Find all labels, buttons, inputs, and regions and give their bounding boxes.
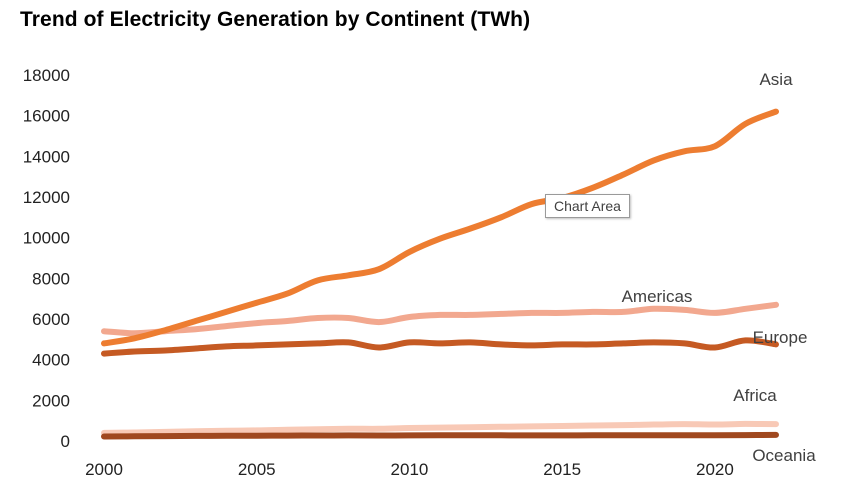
series-line-europe [101, 337, 779, 357]
series-label-oceania: Oceania [752, 446, 816, 465]
y-tick-label: 10000 [23, 229, 70, 248]
y-axis-ticks: 0 2000 4000 6000 8000 10000 12000 14000 16000 180… [23, 66, 70, 451]
series-label-asia: Asia [759, 70, 793, 89]
y-tick-label: 2000 [32, 391, 70, 410]
series-line-americas [101, 301, 779, 337]
y-tick-label: 16000 [23, 107, 70, 126]
y-tick-label: 18000 [23, 66, 70, 85]
chart-title: Trend of Electricity Generation by Conti… [20, 8, 531, 31]
x-axis-ticks: 2000 2005 2010 2015 2020 [85, 460, 734, 479]
y-tick-label: 8000 [32, 269, 70, 288]
series-label-europe: Europe [753, 328, 808, 347]
series-line-asia [101, 108, 779, 347]
x-tick-label: 2000 [85, 460, 123, 479]
series-label-americas: Americas [622, 287, 693, 306]
x-tick-label: 2010 [391, 460, 429, 479]
x-tick-label: 2015 [543, 460, 581, 479]
y-tick-label: 14000 [23, 147, 70, 166]
x-tick-label: 2020 [696, 460, 734, 479]
y-tick-label: 4000 [32, 351, 70, 370]
y-tick-label: 6000 [32, 310, 70, 329]
y-tick-label: 0 [61, 432, 70, 451]
y-tick-label: 12000 [23, 188, 70, 207]
series-label-africa: Africa [733, 386, 777, 405]
series-labels: Asia Americas Europe Africa Oceania [622, 70, 817, 465]
series-line-oceania [101, 431, 779, 440]
series-line-africa [101, 420, 779, 436]
x-tick-label: 2005 [238, 460, 276, 479]
series-lines [101, 108, 779, 440]
chart-area-tooltip: Chart Area [545, 194, 630, 218]
